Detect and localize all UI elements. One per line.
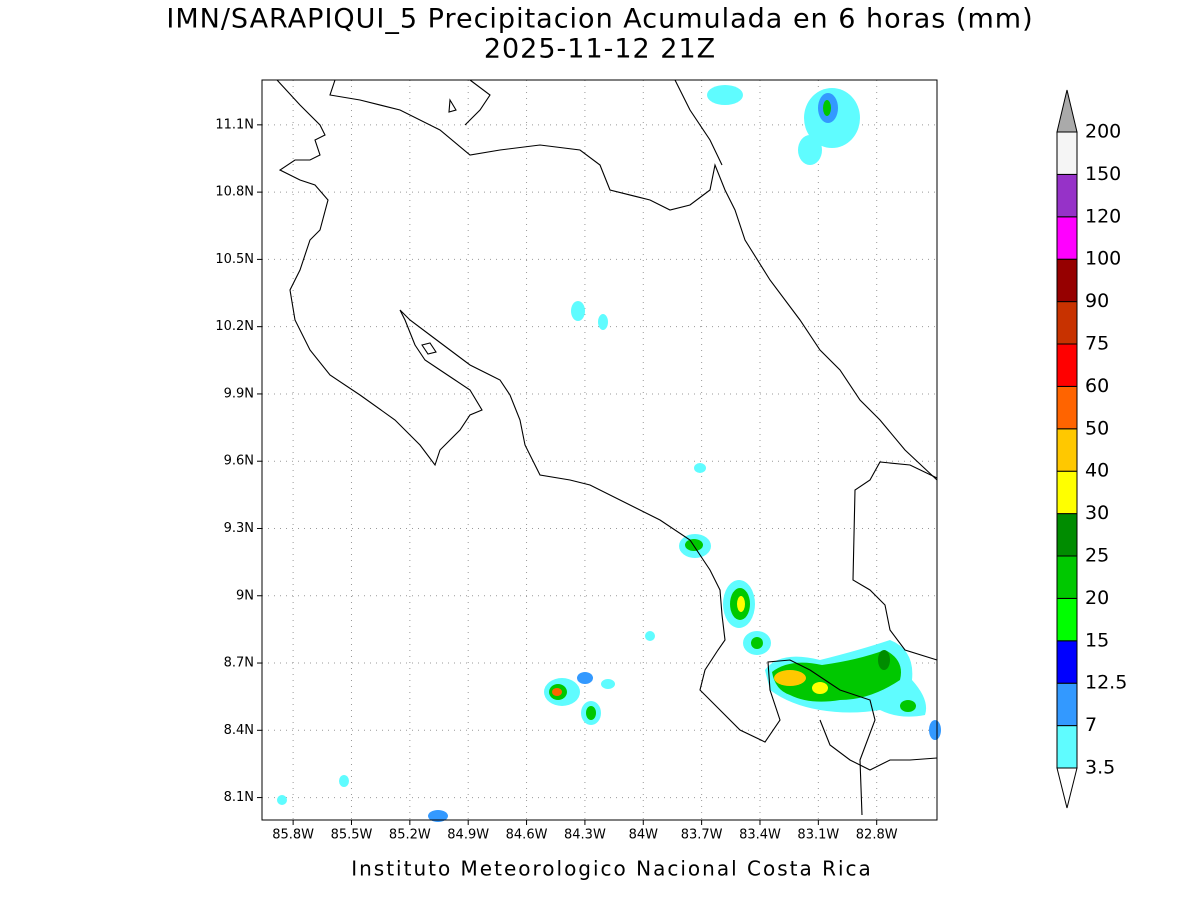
colorbar-label: 60 (1085, 375, 1109, 397)
colorbar-label: 200 (1085, 121, 1121, 143)
x-tick-label: 85.8W (272, 828, 314, 843)
colorbar-segment (1056, 258, 1078, 303)
colorbar-segment (1056, 428, 1078, 472)
x-tick-label: 83.4W (739, 828, 781, 843)
x-tick-label: 84.3W (564, 828, 606, 843)
colorbar-under-arrow (1056, 767, 1078, 809)
colorbar-segment (1056, 682, 1078, 727)
colorbar-label: 20 (1085, 587, 1109, 609)
colorbar-segment (1056, 597, 1078, 642)
colorbar-segment (1056, 131, 1078, 175)
colorbar-label: 120 (1085, 205, 1121, 227)
y-tick-label: 9.6N (224, 454, 254, 469)
colorbar-label: 3.5 (1085, 757, 1115, 779)
y-tick-label: 9.3N (224, 521, 254, 536)
colorbar-label: 7 (1085, 714, 1097, 736)
colorbar-segment (1056, 343, 1078, 387)
colorbar: 3.5 7 12.5 15 20 25 30 40 50 60 75 90 100 120 150 200 (1056, 89, 1127, 809)
colorbar-label: 15 (1085, 629, 1109, 651)
colorbar-segment (1056, 385, 1078, 430)
colorbar-segment (1056, 216, 1078, 260)
colorbar-segment (1056, 513, 1078, 557)
colorbar-label: 40 (1085, 460, 1109, 482)
colorbar-label: 30 (1085, 502, 1109, 524)
colorbar-segment (1056, 173, 1078, 218)
colorbar-label: 150 (1085, 163, 1121, 185)
map-area (261, 79, 941, 822)
x-tick-label: 85.2W (389, 828, 431, 843)
y-tick-label: 10.5N (215, 252, 254, 267)
colorbar-label: 12.5 (1085, 672, 1127, 694)
x-tick-label: 84.6W (506, 828, 548, 843)
x-tick-label: 83.7W (681, 828, 723, 843)
y-tick-label: 10.8N (215, 185, 254, 200)
title: IMN/SARAPIQUI_5 Precipitacion Acumulada … (166, 4, 1033, 35)
y-tick-label: 9.9N (224, 386, 254, 401)
colorbar-over-arrow (1056, 89, 1078, 133)
colorbar-segment (1056, 301, 1078, 345)
y-tick-label: 9N (236, 588, 254, 603)
subtitle: 2025-11-12 21Z (484, 34, 716, 65)
colorbar-segment (1056, 470, 1078, 515)
x-tick-label: 83.1W (797, 828, 839, 843)
y-tick-label: 8.7N (224, 656, 254, 671)
colorbar-segment (1056, 725, 1078, 769)
colorbar-segment (1056, 555, 1078, 599)
x-tick-label: 84W (629, 828, 659, 843)
colorbar-label: 90 (1085, 290, 1109, 312)
x-tick-label: 85.5W (331, 828, 373, 843)
footer: Instituto Meteorologico Nacional Costa R… (351, 857, 873, 881)
x-tick-label: 82.8W (856, 828, 898, 843)
y-tick-label: 8.4N (224, 723, 254, 738)
colorbar-label: 50 (1085, 417, 1109, 439)
precipitation (277, 85, 941, 822)
colorbar-segment (1056, 640, 1078, 684)
coastline (276, 79, 938, 816)
colorbar-label: 75 (1085, 333, 1109, 355)
colorbar-label: 25 (1085, 545, 1109, 567)
colorbar-label: 100 (1085, 248, 1121, 270)
y-tick-label: 10.2N (215, 319, 254, 334)
x-tick-label: 84.9W (447, 828, 489, 843)
map-frame (261, 79, 938, 821)
y-tick-label: 11.1N (215, 117, 254, 132)
y-tick-label: 8.1N (224, 790, 254, 805)
